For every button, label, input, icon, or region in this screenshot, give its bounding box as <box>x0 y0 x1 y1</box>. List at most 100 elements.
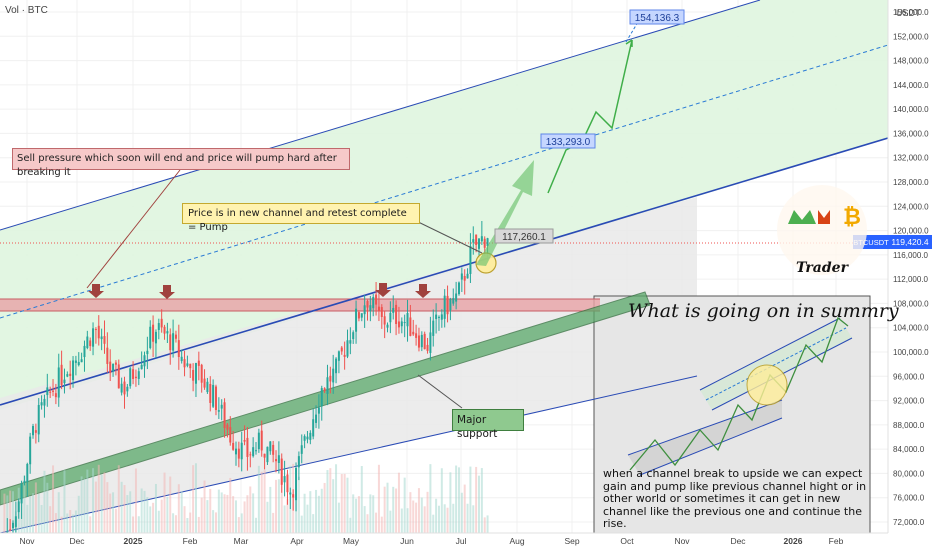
volume-bar <box>252 493 255 533</box>
volume-bar <box>269 486 272 533</box>
y-tick-label: 92,000.0 <box>893 397 925 406</box>
volume-bar <box>106 482 109 533</box>
candle-body <box>154 331 157 344</box>
candle-body <box>252 447 255 457</box>
volume-bar <box>212 510 215 533</box>
candle-body <box>429 332 432 353</box>
candle-body <box>335 358 338 374</box>
candle-body <box>12 522 15 529</box>
volume-bar <box>343 473 346 533</box>
candle-body <box>255 450 258 452</box>
volume-bar <box>355 498 358 533</box>
volume-bar <box>160 499 163 533</box>
candle-body <box>146 350 149 355</box>
candle-body <box>17 501 20 513</box>
candle-body <box>377 306 380 311</box>
volume-bar <box>83 478 86 533</box>
candle-body <box>157 323 160 331</box>
logo-text: Trader <box>796 260 850 276</box>
candle-body <box>320 388 323 407</box>
volume-bar <box>317 495 320 533</box>
x-tick-label: Oct <box>620 536 634 546</box>
x-tick-label: Sep <box>564 536 579 546</box>
x-tick-label: Dec <box>730 536 746 546</box>
volume-bar <box>369 494 372 533</box>
candle-body <box>80 359 83 363</box>
volume-bar <box>32 493 35 533</box>
y-tick-label: 72,000.0 <box>893 518 925 527</box>
candle-body <box>297 456 300 468</box>
volume-bar <box>60 516 63 533</box>
candle-body <box>452 298 455 304</box>
volume-bar <box>323 482 326 533</box>
volume-bar <box>395 488 398 533</box>
candle-body <box>92 328 95 347</box>
projected-path <box>547 39 633 194</box>
y-tick-label: 152,000.0 <box>893 32 929 41</box>
volume-bar <box>277 479 280 533</box>
candle-body <box>449 299 452 311</box>
candle-body <box>143 355 146 367</box>
candle-body <box>189 363 192 369</box>
candle-body <box>206 381 209 393</box>
candle-body <box>315 414 318 423</box>
volume-bar <box>463 484 466 533</box>
price-tag-mid: 117,260.1 <box>494 228 554 244</box>
volume-bar <box>363 506 366 533</box>
candle-body <box>283 476 286 483</box>
candle-body <box>269 441 272 452</box>
candle-body <box>20 483 23 504</box>
volume-bar <box>149 506 152 533</box>
target-2-label: 154,136.3 <box>635 13 680 24</box>
volume-bar <box>280 476 283 533</box>
volume-bar <box>29 495 32 533</box>
volume-bar <box>112 492 115 533</box>
volume-bar <box>66 513 69 533</box>
candle-body <box>172 333 175 351</box>
y-tick-label: 144,000.0 <box>893 81 929 90</box>
volume-bar <box>3 493 6 533</box>
candle-body <box>60 364 63 385</box>
y-tick-label: 136,000.0 <box>893 129 929 138</box>
volume-bar <box>166 496 169 533</box>
candle-body <box>106 347 109 364</box>
volume-bar <box>432 514 435 533</box>
y-tick-label: 108,000.0 <box>893 299 929 308</box>
candle-body <box>380 307 383 317</box>
candle-body <box>177 340 180 358</box>
volume-bar <box>220 492 223 533</box>
volume-bar <box>446 507 449 533</box>
candle-body <box>69 373 72 376</box>
volume-bar <box>455 465 458 533</box>
volume-bar <box>26 504 29 533</box>
candle-body <box>383 316 386 325</box>
breakout-channel-line <box>0 137 888 406</box>
candle-body <box>249 454 252 456</box>
candle-body <box>223 402 226 429</box>
volume-bar <box>223 494 226 533</box>
candle-body <box>240 442 243 460</box>
volume-bar <box>146 496 149 533</box>
x-tick-label: 2025 <box>124 536 143 546</box>
x-axis-ticks[interactable]: Nov Dec 2025 Feb Mar Apr May Jun Jul Aug Sep Oct Nov… <box>19 536 843 546</box>
indicator-label[interactable]: Vol · BTC <box>5 5 48 16</box>
volume-bar <box>435 498 438 533</box>
candle-body <box>200 364 203 383</box>
candle-body <box>123 381 126 395</box>
y-axis-ticks[interactable]: 156,000.0 152,000.0 148,000.0 144,000.0 140,… <box>893 8 929 527</box>
candle-body <box>306 436 309 440</box>
candle-body <box>72 360 75 381</box>
candle-body <box>57 367 60 398</box>
volume-bar <box>200 497 203 533</box>
volume-bar <box>189 512 192 533</box>
volume-bar <box>52 465 55 533</box>
y-tick-label: 96,000.0 <box>893 372 925 381</box>
major-support-text: Major support <box>457 414 498 440</box>
candle-body <box>166 331 169 334</box>
volume-bar <box>460 492 463 533</box>
volume-bar <box>483 517 486 533</box>
volume-bar <box>466 503 469 533</box>
volume-bar <box>380 516 383 533</box>
candle-body <box>415 333 418 338</box>
